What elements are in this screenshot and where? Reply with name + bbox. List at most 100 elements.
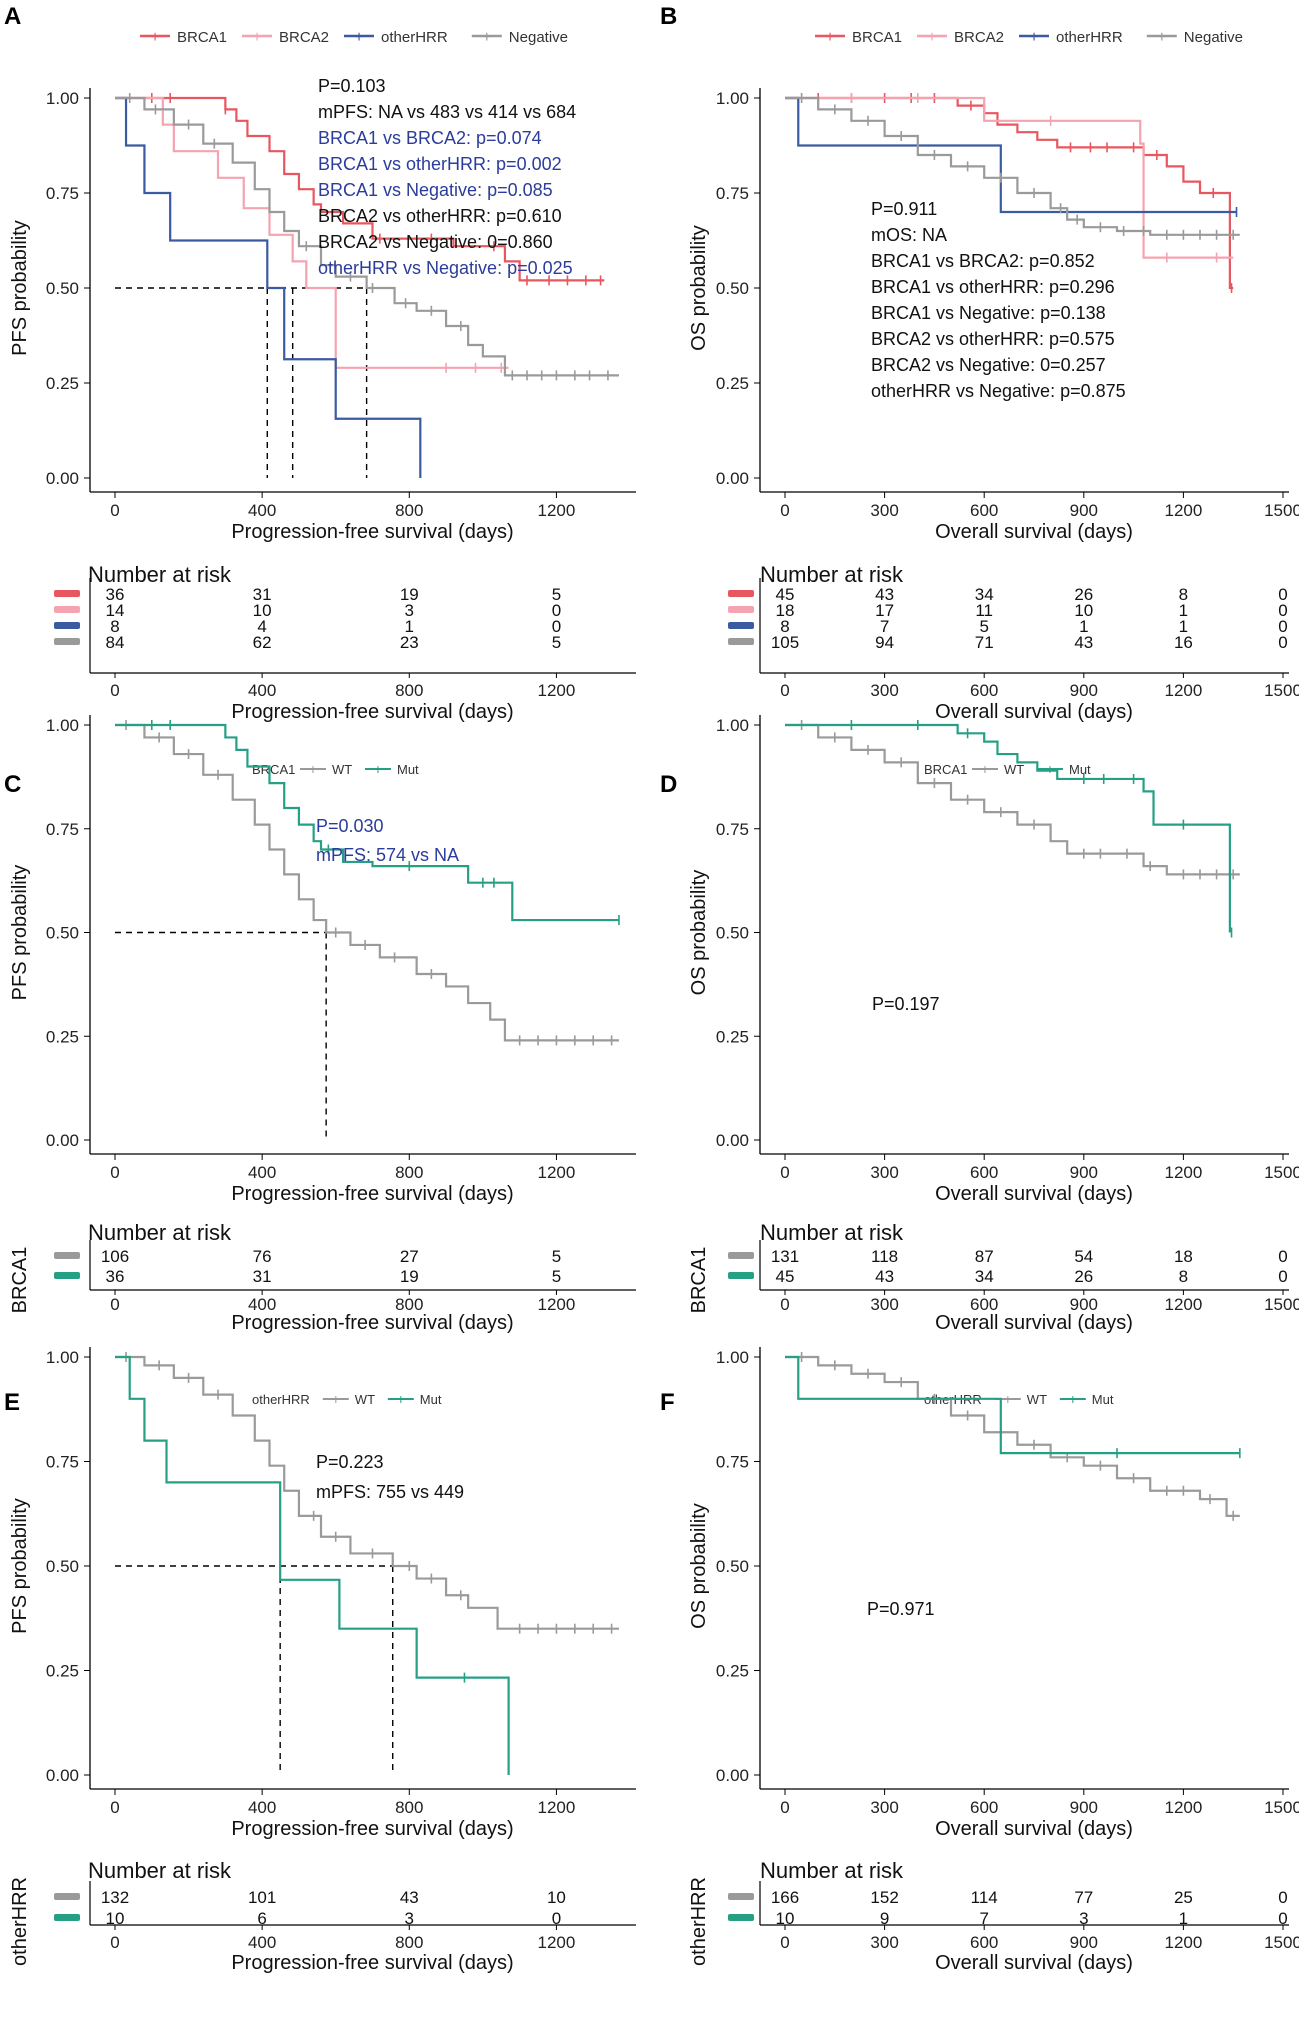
x-tick-label: 1200: [538, 501, 576, 520]
risk-count: 45: [776, 585, 795, 604]
risk-x-tick-label: 1500: [1264, 681, 1299, 700]
risk-count: 114: [971, 1888, 998, 1907]
legend-label-brca2: BRCA2: [279, 29, 329, 46]
annotation-line: BRCA2 vs otherHRR: p=0.610: [318, 206, 562, 226]
x-tick-label: 1500: [1264, 501, 1299, 520]
annotation-line: otherHRR vs Negative: p=0.875: [871, 381, 1126, 401]
x-tick-label: 0: [780, 1798, 789, 1817]
risk-count: 0: [1278, 1247, 1287, 1266]
x-axis-label: Progression-free survival (days): [231, 1183, 513, 1205]
legend-marker: +: [374, 761, 382, 777]
y-tick-label: 1.00: [716, 89, 749, 108]
legend-title: BRCA1: [924, 762, 967, 777]
risk-table-group-label: otherHRR: [688, 1877, 710, 1966]
y-tick-label: 1.00: [46, 716, 79, 735]
annotation-line: P=0.911: [871, 199, 937, 219]
risk-count: 0: [1278, 1267, 1287, 1286]
risk-table-x-label: Overall survival (days): [935, 701, 1133, 723]
x-tick-label: 600: [970, 1798, 998, 1817]
legend-label-brca2: BRCA2: [954, 29, 1004, 46]
y-tick-label: 0.25: [46, 374, 79, 393]
legend-marker: +: [981, 761, 989, 777]
x-tick-label: 800: [395, 1798, 423, 1817]
series-mut: [785, 720, 1233, 938]
x-tick-label: 900: [1070, 1798, 1098, 1817]
legend-marker: +: [252, 29, 261, 46]
y-axis-label: PFS probability: [9, 220, 31, 356]
y-tick-label: 0.75: [716, 820, 749, 839]
annotation-line: P=0.103: [318, 76, 386, 96]
risk-table-group-label: BRCA1: [9, 1247, 31, 1314]
y-tick-label: 0.00: [46, 469, 79, 488]
risk-x-tick-label: 900: [1070, 1295, 1098, 1314]
legend-label-wt: WT: [332, 762, 352, 777]
risk-x-tick-label: 400: [248, 1295, 276, 1314]
risk-x-tick-label: 1200: [538, 1933, 576, 1952]
y-tick-label: 0.50: [716, 1557, 749, 1576]
risk-x-tick-label: 300: [870, 1295, 898, 1314]
risk-count: 1: [405, 617, 414, 636]
legend-marker: +: [482, 29, 491, 46]
series-negative: [115, 93, 619, 381]
y-tick-label: 0.75: [716, 184, 749, 203]
risk-count: 106: [101, 1247, 129, 1266]
risk-x-tick-label: 1200: [1164, 681, 1202, 700]
series-wt: [115, 720, 619, 1046]
risk-count: 1: [1179, 601, 1188, 620]
risk-count: 0: [552, 1909, 561, 1928]
annotation-line: BRCA2 vs Negative: 0=0.860: [318, 232, 553, 252]
survival-curve-brca1: [115, 96, 605, 282]
risk-table-title: Number at risk: [88, 1858, 232, 1883]
legend-title: otherHRR: [252, 1392, 310, 1407]
x-tick-label: 400: [248, 1798, 276, 1817]
risk-count: 7: [979, 1909, 988, 1928]
legend-label-wt: WT: [355, 1392, 375, 1407]
y-tick-label: 0.00: [716, 469, 749, 488]
panel-letter-f: F: [660, 1389, 675, 1416]
legend-label-otherhrr: otherHRR: [1056, 29, 1123, 46]
survival-curve-mut: [115, 723, 619, 922]
x-tick-label: 400: [248, 1163, 276, 1182]
legend-label-negative: Negative: [509, 29, 568, 46]
legend-d: BRCA1 + WT + Mut: [924, 761, 1091, 777]
y-tick-label: 1.00: [46, 89, 79, 108]
risk-x-tick-label: 0: [780, 1295, 789, 1314]
panel-c: C BRCA1 + WT + Mut 0.00 0.25 0.50 0.75 1.00 0 400 800…: [4, 715, 636, 1334]
risk-count: 3: [405, 1909, 414, 1928]
risk-count: 17: [875, 601, 894, 620]
x-tick-label: 400: [248, 501, 276, 520]
y-tick-label: 0.75: [716, 1453, 749, 1472]
legend-marker: +: [1046, 761, 1054, 777]
panel-a: A + BRCA1 + BRCA2 + otherHRR + Negative 0.00 0.25 0…: [4, 3, 636, 723]
risk-count: 14: [106, 601, 125, 620]
risk-row-swatch: [728, 1893, 754, 1900]
annotation-line: BRCA2 vs Negative: 0=0.257: [871, 355, 1106, 375]
risk-count: 10: [253, 601, 272, 620]
legend-label-mut: Mut: [397, 762, 419, 777]
risk-count: 36: [106, 585, 125, 604]
legend-marker: +: [332, 1391, 340, 1407]
risk-count: 105: [771, 633, 799, 652]
risk-count: 0: [1278, 1909, 1287, 1928]
risk-count: 77: [1074, 1888, 1093, 1907]
risk-count: 5: [552, 1247, 561, 1266]
risk-x-tick-label: 800: [395, 681, 423, 700]
legend-marker: +: [150, 29, 159, 46]
annotation-line: BRCA2 vs otherHRR: p=0.575: [871, 329, 1115, 349]
risk-count: 31: [253, 585, 272, 604]
risk-x-tick-label: 1200: [538, 681, 576, 700]
y-axis-label: OS probability: [688, 225, 710, 351]
x-tick-label: 900: [1070, 501, 1098, 520]
legend-title: BRCA1: [252, 762, 295, 777]
risk-count: 5: [552, 585, 561, 604]
risk-row-swatch: [728, 1252, 754, 1259]
risk-count: 31: [253, 1267, 272, 1286]
x-tick-label: 0: [110, 501, 119, 520]
y-tick-label: 1.00: [716, 716, 749, 735]
y-tick-label: 0.75: [46, 1453, 79, 1472]
panel-letter-c: C: [4, 771, 21, 798]
series-wt: [115, 1352, 619, 1634]
risk-x-tick-label: 600: [970, 1295, 998, 1314]
